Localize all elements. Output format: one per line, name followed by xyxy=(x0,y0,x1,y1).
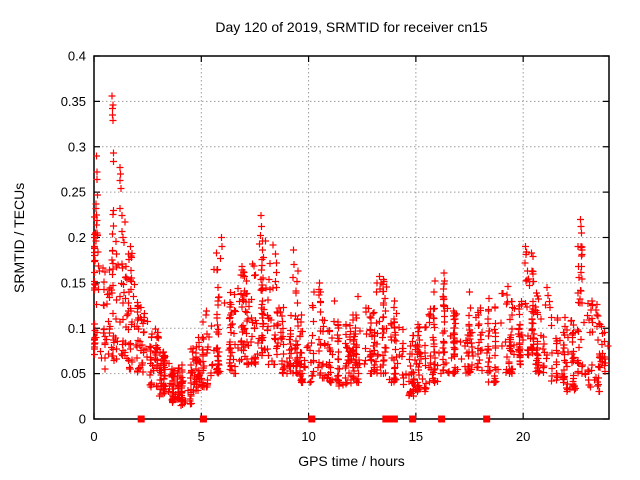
x-tick-label: 20 xyxy=(516,429,530,444)
y-tick-label: 0.15 xyxy=(61,275,86,290)
y-tick-label: 0.05 xyxy=(61,366,86,381)
x-tick-label: 10 xyxy=(301,429,315,444)
scatter-points xyxy=(91,92,612,409)
y-tick-label: 0.4 xyxy=(68,49,86,64)
x-tick-label: 0 xyxy=(90,429,97,444)
y-tick-label: 0.25 xyxy=(61,185,86,200)
y-tick-labels: 0 0.05 0.1 0.15 0.2 0.25 0.3 0.35 0.4 xyxy=(61,49,86,427)
y-tick-label: 0 xyxy=(79,412,86,427)
grid-lines xyxy=(94,56,609,419)
x-tick-labels: 0 5 10 15 20 xyxy=(90,429,530,444)
chart-title: Day 120 of 2019, SRMTID for receiver cn1… xyxy=(215,19,488,35)
x-tick-label: 15 xyxy=(409,429,423,444)
x-tick-label: 5 xyxy=(198,429,205,444)
x-axis-label: GPS time / hours xyxy=(298,453,405,469)
y-tick-label: 0.1 xyxy=(68,321,86,336)
y-tick-label: 0.3 xyxy=(68,139,86,154)
y-tick-label: 0.35 xyxy=(61,94,86,109)
flag-squares xyxy=(137,415,491,423)
y-tick-label: 0.2 xyxy=(68,230,86,245)
